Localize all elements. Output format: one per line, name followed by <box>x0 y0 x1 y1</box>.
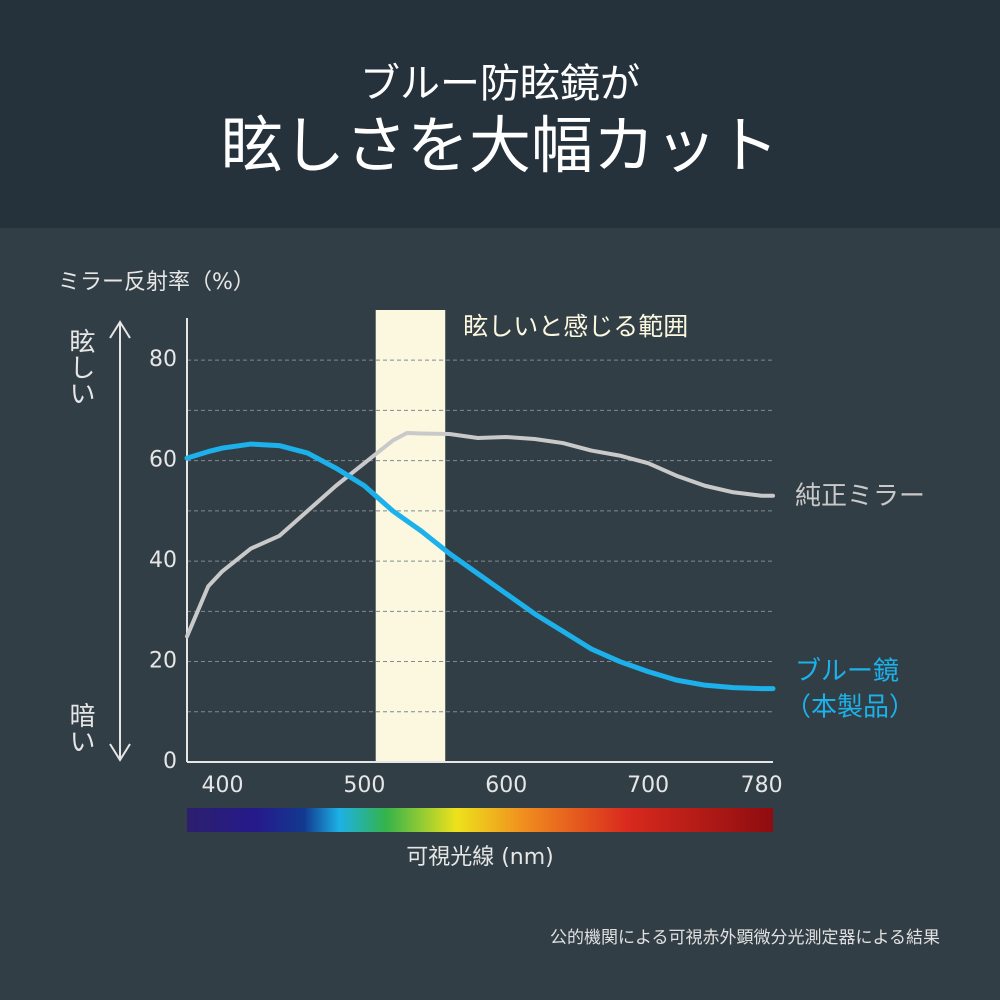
y-high-label: 眩しい <box>65 328 95 406</box>
arrow-head <box>109 320 131 339</box>
x-tick-label: 700 <box>627 773 669 798</box>
series-label: ブルー鏡 <box>795 657 899 687</box>
arrow-head <box>109 743 131 762</box>
highlight-label: 眩しいと感じる範囲 <box>463 312 688 341</box>
y-low-label: 暗い <box>65 702 95 754</box>
series-note: （本製品） <box>785 693 915 723</box>
title-line: 眩しさを大幅カット <box>221 109 779 182</box>
x-tick-label: 400 <box>201 773 243 798</box>
header-band <box>0 0 1000 228</box>
y-tick-label: 60 <box>149 448 177 473</box>
series-line <box>185 431 775 639</box>
x-tick-label: 500 <box>343 773 385 798</box>
x-tick-label: 600 <box>485 773 527 798</box>
y-axis-label: ミラー反射率（%） <box>58 270 255 295</box>
y-tick-label: 20 <box>149 649 177 674</box>
footnote: 公的機関による可視赤外顕微分光測定器による結果 <box>550 928 940 948</box>
highlight-band <box>375 310 446 762</box>
x-axis-label: 可視光線 (nm) <box>406 845 554 870</box>
x-tick-label: 780 <box>741 773 783 798</box>
y-tick-label: 0 <box>163 749 177 774</box>
y-tick-label: 80 <box>149 347 177 372</box>
title-line: ブルー防眩鏡が <box>360 61 640 107</box>
y-tick-label: 40 <box>149 548 177 573</box>
series-line <box>184 441 776 692</box>
spectrum-bar <box>187 808 773 832</box>
series-label: 純正ミラー <box>795 482 925 512</box>
